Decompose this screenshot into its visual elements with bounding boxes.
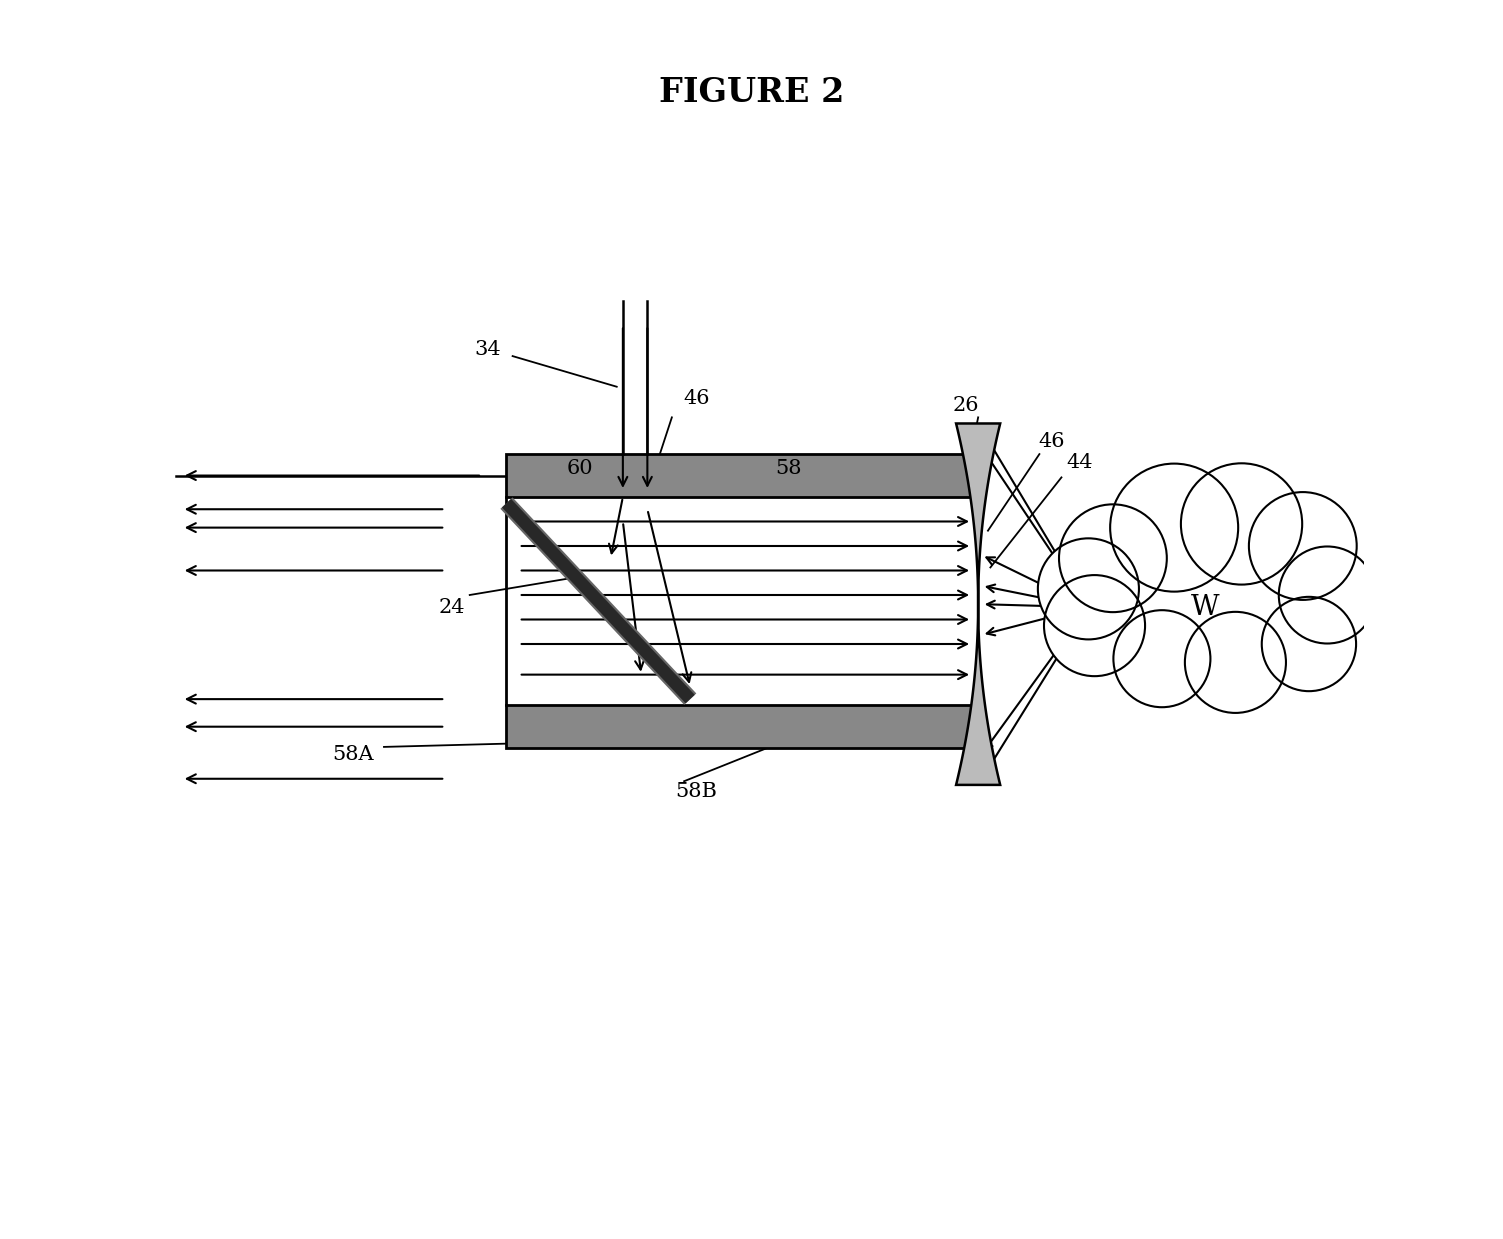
Text: 60: 60 — [567, 460, 594, 478]
Text: 24: 24 — [437, 597, 464, 617]
Text: 46: 46 — [684, 389, 709, 409]
Text: 34: 34 — [475, 341, 502, 359]
Circle shape — [1249, 492, 1357, 600]
Text: FIGURE 2: FIGURE 2 — [658, 77, 845, 109]
Circle shape — [1045, 575, 1145, 676]
Circle shape — [1279, 546, 1375, 643]
Text: 58: 58 — [776, 460, 801, 478]
Bar — [507, 705, 978, 748]
Circle shape — [1060, 504, 1166, 612]
Text: 44: 44 — [1067, 453, 1093, 472]
Text: 58B: 58B — [675, 782, 717, 800]
Circle shape — [1184, 612, 1287, 712]
Circle shape — [1039, 538, 1139, 639]
Polygon shape — [956, 424, 999, 784]
Circle shape — [1114, 610, 1210, 707]
Text: 26: 26 — [953, 395, 978, 415]
Circle shape — [1261, 597, 1356, 691]
Bar — [507, 455, 978, 497]
Text: 46: 46 — [1039, 432, 1066, 451]
Text: W: W — [1190, 593, 1219, 621]
Circle shape — [1181, 463, 1302, 585]
Circle shape — [1111, 463, 1238, 592]
Text: 58A: 58A — [332, 745, 374, 763]
